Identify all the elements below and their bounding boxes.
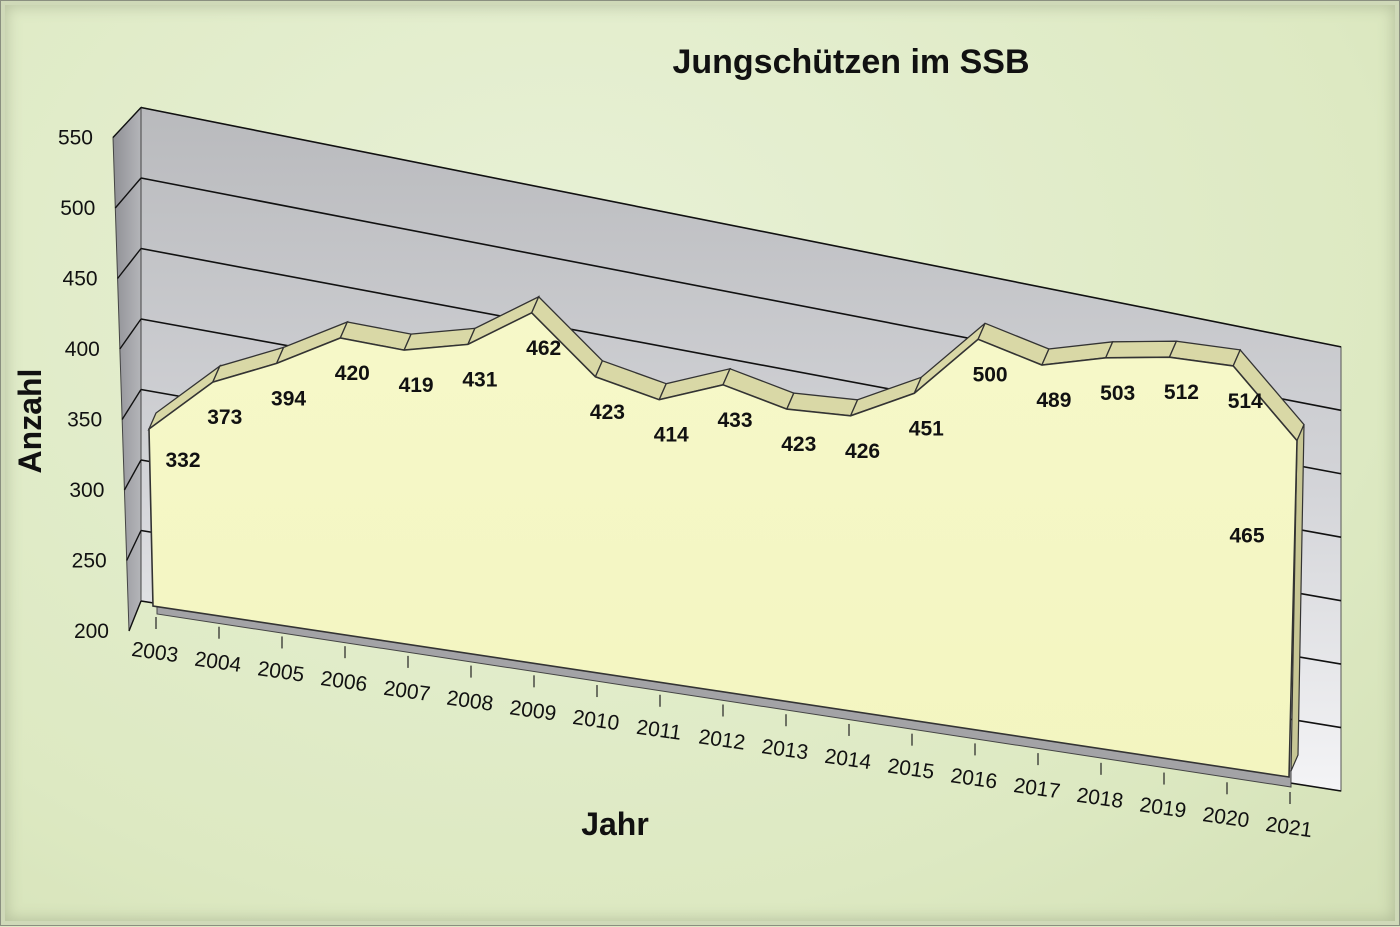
data-label: 503 [1100, 382, 1135, 405]
label-layer: Jungschützen im SSB Anzahl Jahr 200 250 300 35… [12, 43, 1314, 842]
data-label: 332 [165, 449, 200, 472]
gridline [140, 106, 1342, 348]
area-layer [147, 295, 1305, 778]
gridline-side [114, 177, 142, 209]
data-label: 394 [271, 387, 306, 410]
gridline-side [121, 389, 142, 420]
x-tick-label: 2009 [508, 696, 557, 725]
gridline-side [119, 318, 142, 350]
area-end-cap [1290, 424, 1305, 772]
x-tick-label: 2007 [382, 677, 431, 706]
y-axis-title: Anzahl [12, 369, 48, 474]
x-tick-label: 2018 [1075, 784, 1124, 813]
y-tick-label: 300 [69, 479, 104, 502]
x-tick-label: 2003 [130, 638, 179, 667]
x-tick-label: 2012 [697, 725, 746, 754]
x-tick-label: 2015 [886, 755, 935, 784]
gridline-side [112, 107, 142, 138]
gridline-side [123, 459, 142, 491]
y-tick-label: 500 [60, 197, 95, 220]
x-tick-label: 2014 [823, 745, 873, 774]
x-tick-label: 2006 [319, 667, 368, 696]
y-tick-label: 350 [67, 409, 102, 432]
x-tick-label: 2020 [1201, 803, 1250, 832]
x-tick-label: 2016 [949, 764, 998, 793]
data-label: 423 [781, 433, 816, 456]
data-label: 433 [717, 409, 752, 432]
data-label: 500 [973, 363, 1008, 386]
data-label: 489 [1036, 389, 1071, 412]
gridline-side [117, 248, 142, 279]
x-axis-title: Jahr [581, 806, 649, 842]
y-tick-label: 200 [74, 620, 109, 643]
x-tick-label: 2021 [1264, 813, 1313, 842]
x-tick-label: 2004 [193, 648, 243, 677]
data-label: 426 [845, 440, 880, 463]
data-label: 423 [590, 401, 625, 424]
y-tick-label: 450 [63, 268, 98, 291]
data-label: 431 [462, 368, 497, 391]
x-tick-label: 2008 [445, 687, 494, 716]
y-tick-label: 400 [65, 338, 100, 361]
gridline-side [126, 530, 142, 561]
data-label: 462 [526, 337, 561, 360]
data-label: 419 [399, 374, 434, 397]
data-label: 451 [909, 417, 944, 440]
y-tick-label: 250 [72, 550, 107, 573]
x-tick-label: 2011 [635, 716, 683, 745]
x-tick-label: 2013 [760, 735, 809, 764]
x-tick-label: 2005 [256, 657, 305, 686]
data-label: 420 [335, 362, 370, 385]
data-label: 414 [654, 424, 689, 447]
area-front [148, 311, 1298, 778]
x-tick-label: 2010 [571, 706, 620, 735]
x-tick-label: 2019 [1138, 793, 1187, 822]
data-label: 465 [1229, 525, 1264, 548]
side-wall [112, 106, 142, 632]
y-tick-label: 550 [58, 127, 93, 150]
area-top-segment [1104, 340, 1178, 359]
data-label: 373 [207, 406, 242, 429]
x-tick-label: 2017 [1012, 774, 1061, 803]
data-label: 512 [1164, 381, 1199, 404]
gridline-side [128, 600, 142, 632]
data-label: 514 [1228, 390, 1263, 413]
chart-title: Jungschützen im SSB [672, 43, 1029, 81]
